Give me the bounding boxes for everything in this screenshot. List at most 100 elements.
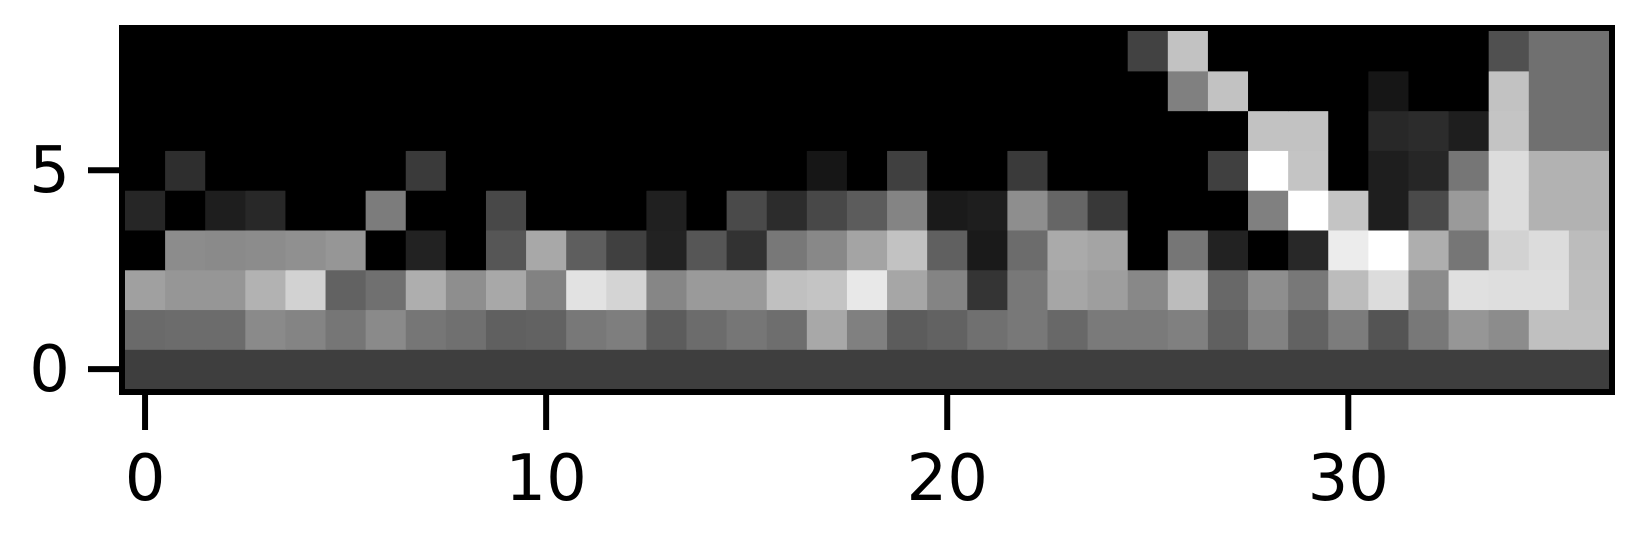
heatmap-cell — [285, 190, 327, 231]
heatmap-cell — [967, 309, 1008, 350]
heatmap-cell — [1528, 150, 1570, 191]
heatmap-cell — [1288, 150, 1329, 191]
heatmap-cell — [365, 190, 407, 231]
heatmap-cell — [806, 309, 848, 350]
heatmap-cell — [1328, 150, 1369, 191]
heatmap-cell — [205, 31, 246, 72]
heatmap-cell — [967, 190, 1008, 231]
heatmap-cell — [846, 31, 888, 72]
heatmap-cell — [1007, 349, 1049, 390]
heatmap-cell — [887, 150, 928, 191]
heatmap-cell — [686, 110, 728, 151]
heatmap-cell — [1288, 70, 1329, 112]
heatmap-cell — [766, 229, 808, 271]
heatmap-cell — [405, 309, 447, 350]
heatmap-cell — [405, 150, 447, 191]
heatmap-cell — [445, 229, 487, 271]
heatmap-cell — [125, 269, 166, 311]
heatmap-cell — [125, 150, 166, 191]
heatmap-cell — [1047, 309, 1089, 350]
heatmap-cell — [806, 349, 848, 390]
heatmap-cell — [325, 309, 367, 350]
heatmap-cell — [1408, 31, 1450, 72]
heatmap-cell — [245, 31, 287, 72]
heatmap-cell — [1488, 110, 1530, 151]
heatmap-cell — [686, 70, 728, 112]
heatmap-cell — [1288, 31, 1329, 72]
heatmap-cell — [606, 349, 648, 390]
heatmap-cell — [1568, 349, 1610, 390]
heatmap-cell — [445, 269, 487, 311]
heatmap-cell — [1248, 229, 1289, 271]
heatmap-cell — [967, 150, 1008, 191]
heatmap-cell — [405, 70, 447, 112]
heatmap-cell — [1448, 31, 1490, 72]
heatmap-cell — [1248, 70, 1289, 112]
heatmap-cell — [1167, 349, 1209, 390]
heatmap-cell — [1408, 349, 1450, 390]
heatmap-cell — [1047, 190, 1089, 231]
heatmap-cell — [1568, 70, 1610, 112]
heatmap-cell — [846, 110, 888, 151]
heatmap-cell — [1408, 269, 1450, 311]
heatmap-cell — [646, 110, 688, 151]
heatmap-cell — [485, 70, 527, 112]
heatmap-cell — [566, 229, 607, 271]
heatmap-cell — [1167, 309, 1209, 350]
heatmap-cell — [325, 269, 367, 311]
heatmap-cell — [1368, 190, 1410, 231]
heatmap-cell — [1448, 70, 1490, 112]
heatmap-cell — [205, 110, 246, 151]
heatmap-cell — [205, 309, 246, 350]
heatmap-cell — [485, 269, 527, 311]
heatmap-cell — [566, 150, 607, 191]
heatmap-cell — [325, 349, 367, 390]
heatmap-cell — [1488, 70, 1530, 112]
x-tick-label: 0 — [125, 442, 166, 516]
heatmap-cell — [1528, 70, 1570, 112]
heatmap-cell — [1087, 110, 1129, 151]
heatmap-cell — [646, 190, 688, 231]
heatmap-cell — [1167, 150, 1209, 191]
heatmap-cell — [887, 309, 928, 350]
heatmap-cells — [125, 31, 1610, 390]
y-tick-label: 5 — [29, 134, 70, 208]
heatmap-cell — [1448, 269, 1490, 311]
heatmap-cell — [485, 309, 527, 350]
heatmap-cell — [927, 70, 968, 112]
heatmap-cell — [165, 110, 206, 151]
heatmap-cell — [1047, 150, 1089, 191]
heatmap-cell — [1248, 309, 1289, 350]
heatmap-cell — [806, 31, 848, 72]
heatmap-cell — [1288, 229, 1329, 271]
heatmap-cell — [967, 31, 1008, 72]
heatmap-cell — [1207, 229, 1249, 271]
heatmap-cell — [927, 190, 968, 231]
heatmap-cell — [285, 269, 327, 311]
heatmap-cell — [1368, 349, 1410, 390]
heatmap-cell — [686, 269, 728, 311]
heatmap-cell — [1288, 110, 1329, 151]
heatmap-cell — [927, 309, 968, 350]
heatmap-cell — [125, 190, 166, 231]
heatmap-cell — [1288, 309, 1329, 350]
heatmap-cell — [365, 309, 407, 350]
heatmap-cell — [1328, 110, 1369, 151]
heatmap-cell — [967, 70, 1008, 112]
heatmap-cell — [1127, 309, 1169, 350]
heatmap-cell — [165, 190, 206, 231]
heatmap-cell — [726, 309, 768, 350]
heatmap-cell — [125, 70, 166, 112]
heatmap-cell — [245, 309, 287, 350]
heatmap-cell — [285, 229, 327, 271]
heatmap-cell — [686, 309, 728, 350]
heatmap-cell — [405, 31, 447, 72]
heatmap-cell — [1207, 150, 1249, 191]
heatmap-cell — [1127, 31, 1169, 72]
heatmap-cell — [445, 110, 487, 151]
heatmap-cell — [726, 70, 768, 112]
heatmap-cell — [1047, 31, 1089, 72]
heatmap-cell — [245, 349, 287, 390]
heatmap-cell — [606, 150, 648, 191]
heatmap-cell — [485, 229, 527, 271]
